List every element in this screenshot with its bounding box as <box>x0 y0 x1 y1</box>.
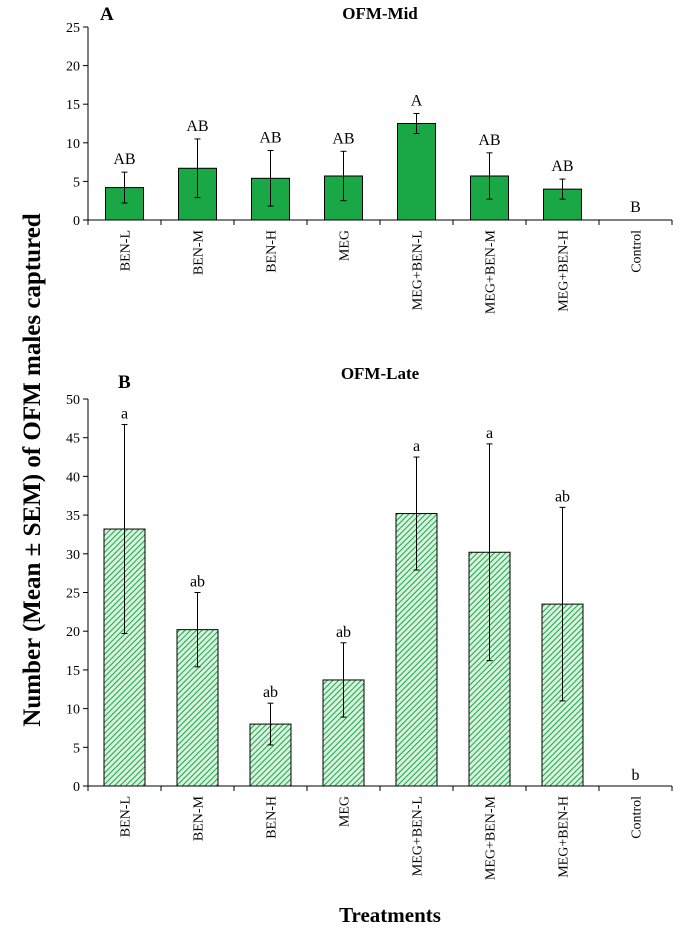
panel-b-category-label: BEN-M <box>192 795 207 841</box>
panel-b-error-bar <box>413 456 420 571</box>
panel-b-significance-letter: ab <box>336 624 351 641</box>
panel-a-significance-letter: AB <box>332 130 354 147</box>
panel-a-error-bar <box>194 138 201 199</box>
panel-b-title: OFM-Late <box>341 364 420 383</box>
panel-b-y-tick-label: 40 <box>66 470 80 485</box>
panel-b-y-tick-label: 25 <box>66 587 80 602</box>
panel-a-significance-letter: AB <box>478 132 500 149</box>
panel-a-significance-letter: A <box>411 92 423 109</box>
panel-b-significance-letter: ab <box>555 488 570 505</box>
panel-b-category-label: MEG+BEN-L <box>411 796 426 876</box>
panel-a-category-label: MEG+BEN-M <box>484 229 499 314</box>
panel-b-y-tick-label: 15 <box>66 664 80 679</box>
panel-a-label: A <box>100 4 114 25</box>
panel-a-significance-letter: AB <box>551 158 573 175</box>
panel-a-category-label: MEG <box>338 230 353 261</box>
panel-b-error-bar <box>340 642 347 718</box>
panel-a-category-label: MEG+BEN-L <box>411 230 426 310</box>
panel-a-error-bar <box>340 150 347 202</box>
panel-b-bars: a BEN-L ab BEN-M ab BEN-H ab MEG a MEG+BEN-L a MEG+… <box>103 406 645 880</box>
panel-a-category-label: MEG+BEN-H <box>557 230 572 312</box>
panel-b-category-label: BEN-H <box>265 796 280 839</box>
panel-a-y-tick-label: 0 <box>73 214 80 229</box>
panel-a-significance-letter: AB <box>186 118 208 135</box>
panel-a-y-tick-label: 20 <box>66 60 80 75</box>
panel-b-category-label: Control <box>630 796 645 839</box>
panel-a-category-label: Control <box>630 230 645 273</box>
panel-b-y-tick-label: 45 <box>66 432 80 447</box>
panel-a-error-bar <box>559 178 566 200</box>
panel-a-error-bar <box>267 150 274 207</box>
panel-a-y-tick-label: 25 <box>66 21 80 36</box>
panel-b-error-bar <box>267 702 274 746</box>
panel-a-significance-letter: B <box>630 199 641 216</box>
panel-b-significance-letter: a <box>413 438 420 455</box>
panel-a-error-bar <box>486 152 493 200</box>
panel-b-category-label: MEG+BEN-H <box>557 796 572 878</box>
panel-a-error-bar <box>413 112 420 135</box>
panel-a-category-label: BEN-M <box>192 229 207 275</box>
panel-b-error-bar <box>121 424 128 635</box>
panel-b-significance-letter: a <box>486 425 493 442</box>
panel-b-y-tick-label: 30 <box>66 548 80 563</box>
panel-b-error-bar <box>559 506 566 702</box>
panel-b-y-tick-label: 50 <box>66 393 80 408</box>
panel-a-y-tick-label: 5 <box>73 175 80 190</box>
panel-b-y-tick-label: 10 <box>66 703 80 718</box>
panel-a-significance-letter: AB <box>259 130 281 147</box>
panel-b-y-tick-label: 35 <box>66 509 80 524</box>
panel-a-bars: AB BEN-L AB BEN-M AB BEN-H AB MEG A MEG+BEN-L AB ME… <box>105 92 645 314</box>
x-axis-label: Treatments <box>339 903 441 927</box>
y-axis-label: Number (Mean ± SEM) of OFM males capture… <box>19 213 46 727</box>
panel-b-y-tick-label: 5 <box>73 741 80 756</box>
panel-b-label: B <box>118 372 131 393</box>
panel-a-error-bar <box>121 171 128 204</box>
panel-a-category-label: BEN-L <box>119 230 134 271</box>
panel-b-error-bar <box>194 592 201 668</box>
panel-b-category-label: BEN-L <box>119 796 134 837</box>
panel-b-category-label: MEG <box>338 796 353 827</box>
panel-b-significance-letter: ab <box>190 574 205 591</box>
panel-a-y-tick-label: 10 <box>66 137 80 152</box>
panel-b-category-label: MEG+BEN-M <box>484 795 499 880</box>
panel-b-significance-letter: a <box>121 406 128 423</box>
panel-a-significance-letter: AB <box>113 151 135 168</box>
panel-a-title: OFM-Mid <box>342 4 418 23</box>
panel-a-bar <box>397 123 436 221</box>
panel-b-y-tick-label: 0 <box>73 780 80 795</box>
panel-b-significance-letter: b <box>632 767 640 784</box>
panel-a-category-label: BEN-H <box>265 230 280 273</box>
panel-a-y-tick-label: 15 <box>66 98 80 113</box>
panel-b-error-bar <box>486 443 493 662</box>
panel-b-y-tick-label: 20 <box>66 625 80 640</box>
panel-b-significance-letter: ab <box>263 684 278 701</box>
